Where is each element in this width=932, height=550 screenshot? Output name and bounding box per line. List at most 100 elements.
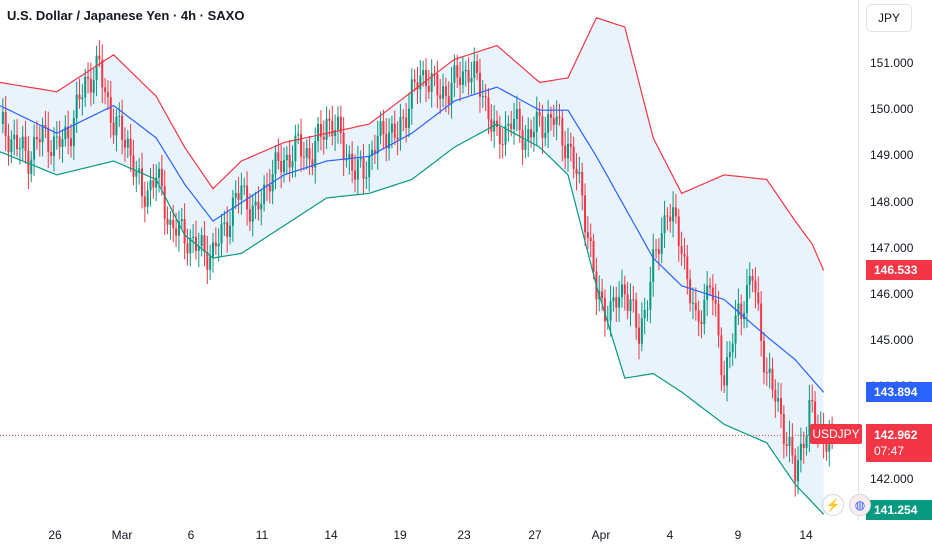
candle-body: [257, 201, 260, 210]
candle-body: [442, 86, 445, 99]
candle-body: [541, 116, 544, 138]
x-tick-label: 23: [457, 528, 471, 542]
candle-body: [677, 216, 680, 247]
candle-body: [589, 237, 592, 242]
y-tick-label: 149.000: [870, 148, 914, 163]
candle-body: [365, 177, 368, 179]
candle-body: [478, 72, 481, 97]
candle-body: [121, 115, 124, 141]
candle-body: [291, 161, 294, 168]
y-tick-label: 145.000: [870, 333, 914, 348]
candle-body: [626, 294, 629, 311]
middle-band-price-tag: 143.894: [866, 382, 932, 402]
candle-body: [461, 71, 464, 86]
candle-body: [158, 168, 161, 178]
candle-body: [825, 442, 828, 452]
candle-body: [305, 148, 308, 158]
candle-body: [762, 340, 765, 373]
upper-band-price-tag: 146.533: [866, 260, 932, 280]
candle-body: [30, 159, 33, 174]
candle-body: [780, 398, 782, 414]
candle-body: [697, 310, 700, 322]
candle-body: [200, 235, 203, 247]
candle-body: [592, 241, 595, 272]
candle-body: [16, 134, 19, 149]
candle-body: [481, 96, 484, 98]
candle-body: [300, 134, 303, 157]
candle-body: [731, 343, 734, 353]
candle-body: [515, 109, 518, 119]
price-chart[interactable]: [0, 0, 858, 520]
candle-body: [459, 77, 462, 86]
candle-body: [416, 82, 419, 90]
candle-body: [52, 136, 55, 157]
candle-body: [405, 117, 408, 128]
globe-flag-icon[interactable]: ◍: [849, 494, 871, 516]
candle-body: [439, 95, 442, 99]
candle-body: [206, 251, 209, 270]
candle-body: [21, 136, 24, 149]
candle-body: [265, 184, 268, 186]
candle-body: [229, 225, 232, 237]
candle-body: [376, 136, 379, 154]
chart-plot-area[interactable]: [0, 0, 858, 520]
candle-body: [425, 70, 427, 86]
candle-body: [1, 111, 4, 125]
candle-body: [666, 215, 669, 217]
candle-body: [251, 205, 254, 222]
candle-body: [339, 116, 342, 133]
candle-body: [243, 185, 246, 187]
candle-body: [669, 216, 672, 222]
candle-body: [390, 123, 393, 133]
candle-body: [601, 291, 604, 299]
candle-body: [382, 121, 385, 135]
candle-body: [4, 111, 7, 136]
candle-body: [84, 76, 87, 98]
candle-body: [660, 233, 663, 254]
candle-body: [558, 116, 561, 119]
candle-body: [549, 114, 552, 118]
candle-body: [484, 96, 487, 98]
candle-body: [737, 303, 740, 316]
candle-body: [535, 111, 538, 132]
candle-body: [643, 310, 646, 319]
flash-icon[interactable]: ⚡: [822, 494, 844, 516]
candle-body: [521, 129, 524, 150]
x-tick-label: 11: [255, 528, 269, 542]
candle-body: [325, 118, 328, 140]
candle-body: [717, 303, 720, 336]
candle-body: [453, 65, 456, 83]
candle-body: [336, 116, 339, 131]
candle-body: [106, 92, 109, 98]
candle-body: [38, 139, 41, 143]
candle-body: [183, 219, 186, 244]
candle-body: [285, 154, 288, 161]
candle-body: [407, 108, 410, 128]
candle-body: [95, 55, 98, 81]
candle-body: [177, 221, 180, 236]
candle-body: [657, 249, 660, 254]
candle-body: [192, 236, 195, 238]
candle-body: [189, 237, 192, 254]
candle-body: [674, 207, 677, 217]
candle-body: [683, 253, 686, 257]
candle-body: [649, 281, 652, 310]
candle-body: [44, 125, 47, 128]
candle-body: [248, 209, 251, 222]
candle-body: [283, 160, 285, 173]
candle-body: [115, 116, 118, 136]
candle-body: [709, 285, 711, 288]
candle-body: [64, 126, 67, 140]
candle-body: [723, 375, 726, 386]
candle-body: [18, 148, 21, 150]
last-price-value: 142.962: [874, 428, 918, 442]
candle-body: [149, 180, 152, 191]
candle-body: [785, 444, 788, 447]
candle-body: [135, 171, 138, 177]
price-axis[interactable]: [858, 0, 932, 520]
candle-body: [362, 158, 365, 179]
candle-body: [373, 149, 376, 154]
candle-body: [217, 243, 220, 247]
candle-body: [98, 55, 101, 60]
currency-button[interactable]: JPY: [866, 4, 912, 32]
